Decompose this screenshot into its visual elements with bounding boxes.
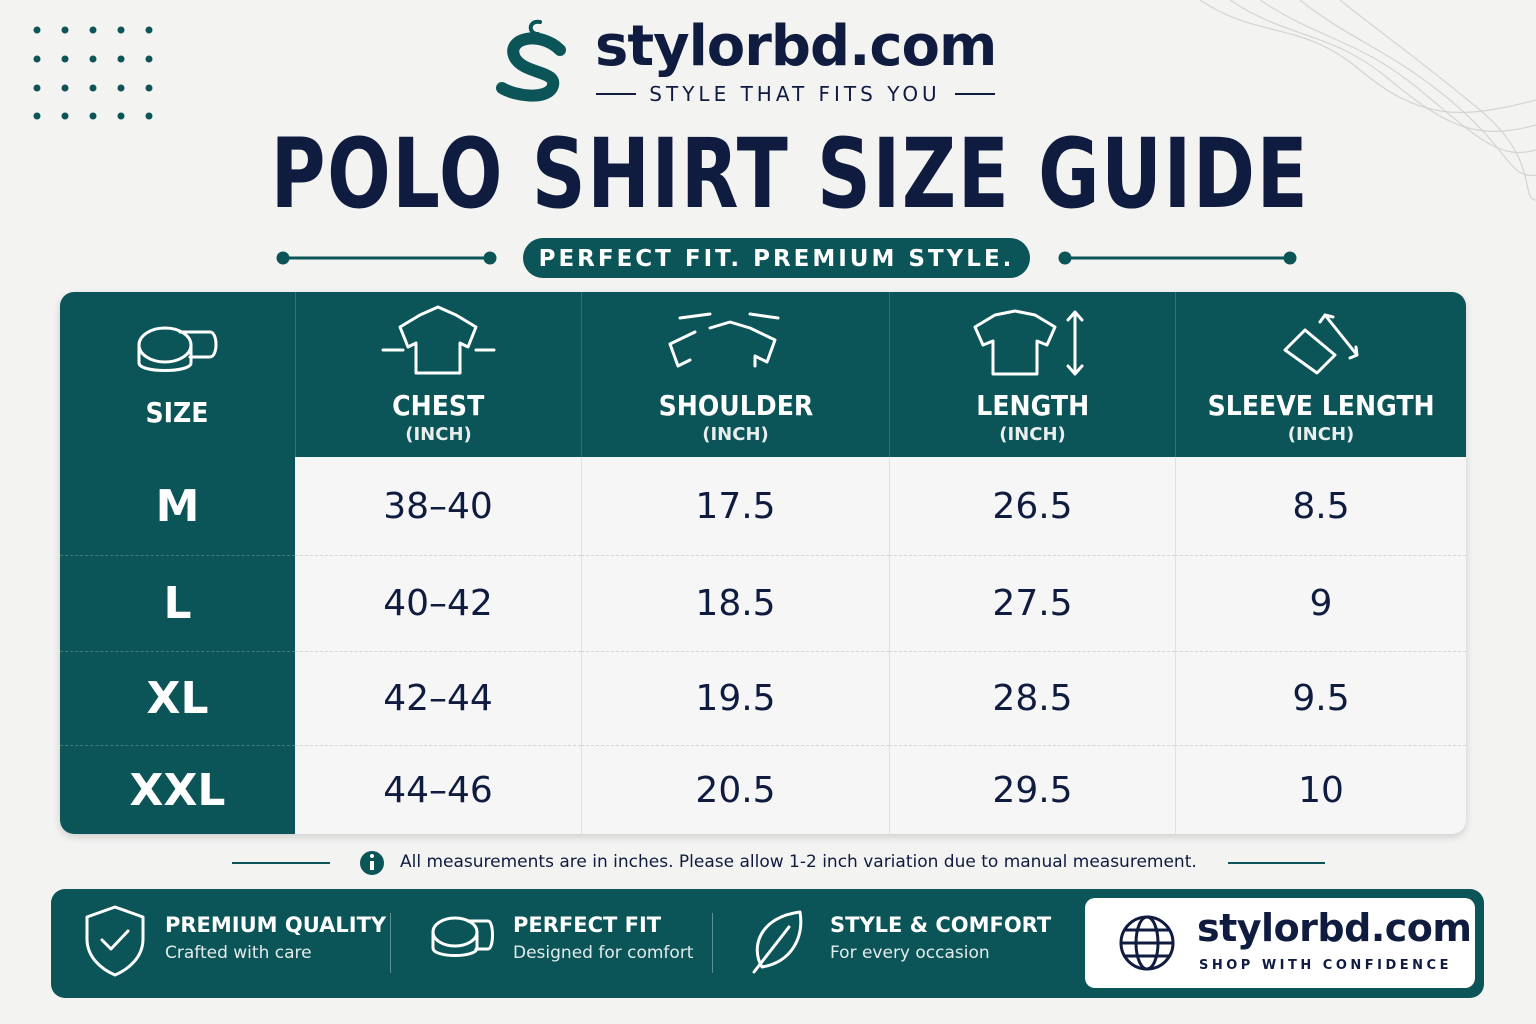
feature-divider xyxy=(390,913,391,973)
column-unit: (INCH) xyxy=(405,424,472,445)
column-name: SLEEVE LENGTH xyxy=(1207,389,1435,422)
value-cell: 9.5 xyxy=(1175,651,1466,745)
column-unit: (INCH) xyxy=(702,424,769,445)
value-cell: 28.5 xyxy=(889,651,1175,745)
tagline: STYLE THAT FITS YOU xyxy=(649,82,941,106)
feature-title: PERFECT FIT xyxy=(513,913,662,937)
column-name: SHOULDER xyxy=(658,389,813,422)
value-cell: 38–40 xyxy=(383,485,493,527)
subtitle-rules xyxy=(276,251,1297,265)
value-cell: 27.5 xyxy=(889,555,1175,651)
subtitle: PERFECT FIT. PREMIUM STYLE. xyxy=(523,238,1030,278)
column-name: SIZE xyxy=(145,396,209,429)
header-cell: SIZE xyxy=(60,292,295,457)
feature-divider xyxy=(712,913,713,973)
header-cell: SLEEVE LENGTH (INCH) xyxy=(1175,292,1466,457)
note: All measurements are in inches. Please a… xyxy=(400,852,1197,872)
value-cell: 19.5 xyxy=(581,651,889,745)
feature: PREMIUM QUALITY Crafted with care xyxy=(165,913,386,963)
value-cell: 29.5 xyxy=(889,745,1175,834)
value-cell: 18.5 xyxy=(581,555,889,651)
feature-title: STYLE & COMFORT xyxy=(830,913,1052,937)
header-cell: LENGTH (INCH) xyxy=(889,292,1175,457)
value-cell: 26.5 xyxy=(889,457,1175,555)
feature: STYLE & COMFORT For every occasion xyxy=(830,913,1051,963)
info-icon xyxy=(360,851,384,875)
column-name: CHEST xyxy=(392,389,485,422)
size-table: SIZE CHEST (INCH) SHOULDER (INCH) LENGTH (INCH… xyxy=(60,292,1466,834)
feature: PERFECT FIT Designed for comfort xyxy=(513,913,693,963)
dot-grid xyxy=(33,26,153,120)
title: POLO SHIRT SIZE GUIDE xyxy=(270,118,1310,230)
wave-lines xyxy=(1199,0,1536,201)
value-cell: 42–44 xyxy=(295,651,581,745)
value-cell: 40–42 xyxy=(295,555,581,651)
footer-brand: stylorbd.com xyxy=(1197,906,1472,950)
column-name: LENGTH xyxy=(976,389,1089,422)
value-cell: 17.5 xyxy=(581,457,889,555)
feature-text: Designed for comfort xyxy=(513,943,694,963)
footer-tagline: SHOP WITH CONFIDENCE xyxy=(1199,958,1452,973)
size-cell: XXL xyxy=(60,745,295,834)
value-cell: 8.5 xyxy=(1175,457,1466,555)
brand: stylorbd.com xyxy=(595,14,997,79)
column-unit: (INCH) xyxy=(1287,424,1355,445)
size-cell: M xyxy=(60,457,295,555)
feature-text: Crafted with care xyxy=(165,943,312,963)
value-cell: 44–46 xyxy=(295,745,581,834)
header-cell: SHOULDER (INCH) xyxy=(581,292,889,457)
header-cell: CHEST (INCH) xyxy=(295,292,581,457)
value-cell: 10 xyxy=(1175,745,1466,834)
feature-title: PREMIUM QUALITY xyxy=(165,913,387,937)
feature-text: For every occasion xyxy=(830,943,990,963)
column-unit: (INCH) xyxy=(999,424,1066,445)
value-cell: 9 xyxy=(1175,555,1466,651)
value-cell: 20.5 xyxy=(581,745,889,834)
size-cell: XL xyxy=(60,651,295,745)
logo-icon xyxy=(496,19,566,102)
size-cell: L xyxy=(60,555,295,651)
